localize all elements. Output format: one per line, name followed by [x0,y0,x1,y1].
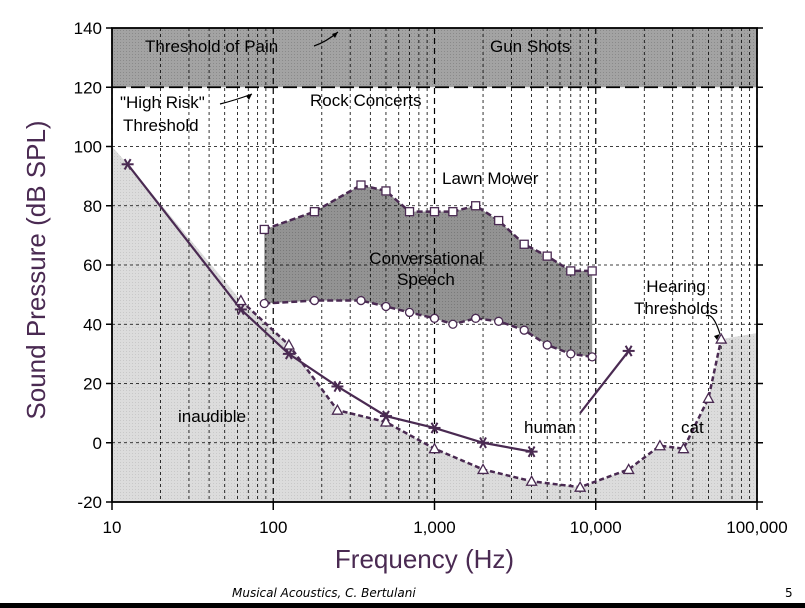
speech-lower-point [587,352,597,362]
footer-credit: Musical Acoustics, C. Bertulani [232,586,416,600]
speech-lower-point [448,319,458,329]
cat-point [234,294,247,306]
y-tick-label: 40 [83,315,102,334]
speech-lower-point [309,295,320,306]
cat-point [574,480,587,492]
cat-point [622,463,635,475]
speech-lower-point [542,340,552,350]
speech-upper-point [259,224,269,235]
annotation-human: human [524,418,576,437]
speech-lower-point [471,313,481,323]
cat-point [331,403,344,415]
speech-upper-point [566,266,576,276]
high-risk-band [112,28,757,88]
human-point [331,380,344,393]
cat-point [379,415,393,427]
y-tick-label: 80 [83,197,102,216]
y-tick-label: 100 [74,138,102,157]
page-number: 5 [785,586,793,600]
speech-upper-point [542,251,552,261]
x-tick-label: 10,000 [570,518,622,537]
x-tick-label: 100,000 [726,518,787,537]
annotation-gun-shots: Gun Shots [490,37,570,56]
hearing-arrow-head [714,334,720,340]
speech-upper-point [471,201,481,211]
human-point [477,437,490,449]
speech-upper-point [381,186,391,196]
speech-lower-point [356,295,366,306]
speech-upper-point [587,266,597,276]
speech-lower-point [259,298,269,309]
speech-lower-point [429,313,440,323]
y-tick-label: 120 [74,78,102,97]
x-tick-label: 1,000 [413,518,456,537]
pain-arrow-head [332,32,338,38]
cat-point [476,463,490,475]
y-tick-label: -20 [77,493,102,512]
annotation-thresholds: Thresholds [634,299,718,318]
speech-upper-point [309,207,320,217]
y-tick-label: 60 [83,256,102,275]
annotation-high-risk: "High Risk" [120,93,205,112]
cat-point [653,439,667,451]
annotation-conversational: Conversational [369,249,482,268]
speech-upper-point [429,207,440,217]
annotation-rock-concerts: Rock Concerts [310,91,421,110]
human-point [525,445,538,458]
speech-upper-point [356,180,366,190]
bottom-rule [0,603,805,608]
annotation-threshold-of-pain: Threshold of Pain [145,37,278,56]
cat-point [428,442,441,454]
x-tick-label: 100 [259,518,287,537]
human-pointer-line [579,350,630,414]
cat-point [702,391,715,403]
annotation-threshold: Threshold [123,116,199,135]
speech-upper-point [448,207,458,217]
annotation-hearing: Hearing [646,277,706,296]
cat-point [525,474,538,486]
hearing-arrow [705,314,721,335]
annotation-speech: Speech [397,270,455,289]
y-tick-label: 0 [93,434,102,453]
speech-lower-point [381,301,391,312]
y-tick-label: 140 [74,19,102,38]
x-axis-label: Frequency (Hz) [335,544,514,574]
human-point [121,158,134,170]
human-point [622,345,635,357]
human-point [282,348,295,360]
speech-upper-point [404,207,415,217]
annotation-inaudible: inaudible [178,407,246,426]
cat-point [715,332,728,344]
speech-upper-point [494,215,504,226]
human-threshold-line [126,163,532,453]
annotation-cat: cat [681,418,704,437]
human-point [234,303,247,316]
risk-arrow-head [246,94,252,100]
x-tick-label: 10 [103,518,122,537]
speech-lower-point [566,349,576,359]
speech-lower-point [519,325,529,335]
speech-lower-point [404,307,415,318]
y-tick-label: 20 [83,375,102,394]
annotation-lawn-mower: Lawn Mower [442,169,539,188]
y-axis-label: Sound Pressure (dB SPL) [21,120,51,419]
cat-point [282,338,295,350]
human-point [428,422,441,434]
cat-point [677,442,690,454]
speech-upper-point [519,239,529,249]
speech-lower-point [494,316,504,326]
speech-region [264,185,593,357]
